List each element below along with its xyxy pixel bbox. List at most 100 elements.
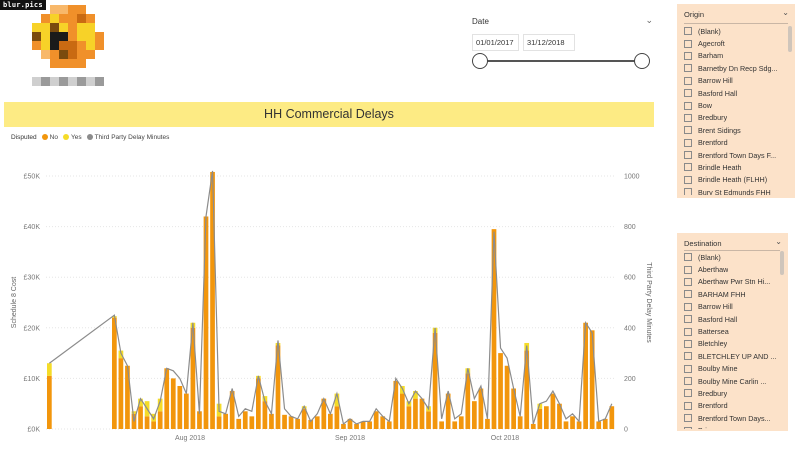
bar-yes[interactable] (157, 398, 163, 412)
bar-no[interactable] (557, 403, 562, 429)
origin-item[interactable]: Brindle Heath (684, 161, 784, 173)
origin-item[interactable]: Basford Hall (684, 87, 784, 99)
destination-item[interactable]: Boulby Mine Carlin ... (684, 375, 779, 387)
checkbox[interactable] (684, 253, 692, 262)
bar-yes[interactable] (413, 391, 418, 399)
checkbox[interactable] (684, 302, 692, 311)
bar-no[interactable] (282, 414, 287, 429)
origin-item[interactable]: Brent Sidings (684, 124, 784, 136)
bar-no[interactable] (210, 171, 215, 429)
bar-no[interactable] (589, 330, 595, 429)
destination-item[interactable]: Bletchley (684, 338, 779, 350)
origin-item[interactable]: Barnetby Dn Recp Sdg... (684, 62, 784, 74)
bar-no[interactable] (347, 418, 353, 429)
chevron-down-icon[interactable]: ⌄ (782, 8, 789, 17)
combo-chart[interactable]: £0K £10K £20K £30K £40K £50K 0 200 400 600 800 1000… (0, 150, 665, 450)
checkbox[interactable] (684, 188, 692, 195)
checkbox[interactable] (684, 426, 692, 429)
bar-no[interactable] (563, 421, 569, 429)
bar-no[interactable] (184, 393, 189, 429)
checkbox[interactable] (684, 364, 692, 373)
bar-no[interactable] (249, 416, 255, 429)
bar-no[interactable] (544, 406, 549, 429)
bar-no[interactable] (242, 411, 248, 429)
legend-item-yes[interactable]: Yes (62, 134, 82, 141)
destination-item[interactable]: (Blank) (684, 251, 779, 263)
bar-no[interactable] (576, 421, 582, 429)
bar-no[interactable] (570, 416, 575, 429)
bar-no[interactable] (491, 229, 497, 429)
destination-item[interactable]: Brentford Town Days... (684, 412, 779, 424)
bar-no[interactable] (229, 391, 235, 429)
bar-no[interactable] (112, 317, 117, 429)
bar-no[interactable] (328, 413, 333, 429)
checkbox[interactable] (684, 64, 692, 73)
origin-item[interactable]: Barrow Hill (684, 75, 784, 87)
checkbox[interactable] (684, 389, 692, 398)
bar-no[interactable] (602, 418, 608, 429)
checkbox[interactable] (684, 89, 692, 98)
bar-no[interactable] (262, 401, 268, 429)
checkbox[interactable] (684, 39, 692, 48)
destination-item[interactable]: BLETCHLEY UP AND ... (684, 350, 779, 362)
bar-no[interactable] (151, 421, 156, 429)
bar-no[interactable] (609, 406, 615, 429)
destination-scrollbar[interactable] (780, 251, 784, 275)
bar-no[interactable] (301, 408, 307, 429)
bar-no[interactable] (458, 416, 464, 429)
destination-item[interactable]: Brentford (684, 400, 779, 412)
bar-no[interactable] (511, 388, 516, 429)
chevron-down-icon[interactable]: ⌄ (645, 15, 653, 25)
bar-no[interactable] (197, 411, 202, 429)
bar-no[interactable] (47, 375, 52, 429)
checkbox[interactable] (684, 339, 692, 348)
checkbox[interactable] (684, 126, 692, 135)
destination-item[interactable]: BARHAM FHH (684, 288, 779, 300)
checkbox[interactable] (684, 327, 692, 336)
destination-item[interactable]: Aberthaw Pwr Stn Hi... (684, 276, 779, 288)
bar-no[interactable] (426, 411, 431, 429)
bar-no[interactable] (256, 378, 261, 429)
bar-no[interactable] (125, 365, 130, 429)
bar-no[interactable] (537, 408, 543, 429)
origin-item[interactable]: Brindle Heath (FLHH) (684, 174, 784, 186)
bar-no[interactable] (386, 421, 392, 429)
bar-no[interactable] (354, 423, 359, 429)
bar-no[interactable] (236, 418, 242, 429)
bar-no[interactable] (295, 418, 300, 429)
origin-item[interactable]: Bredbury (684, 112, 784, 124)
origin-item[interactable]: Bury St Edmunds FHH (684, 186, 784, 195)
bar-no[interactable] (498, 353, 503, 429)
bar-no[interactable] (190, 327, 196, 429)
checkbox[interactable] (684, 414, 692, 423)
bar-no[interactable] (393, 380, 399, 429)
bar-no[interactable] (170, 378, 176, 429)
checkbox[interactable] (684, 401, 692, 410)
checkbox[interactable] (684, 138, 692, 147)
bar-no[interactable] (432, 332, 438, 429)
legend-item-no[interactable]: No (41, 134, 58, 141)
date-range-start-handle[interactable] (472, 53, 488, 69)
bar-no[interactable] (321, 398, 327, 429)
bar-no[interactable] (406, 406, 412, 429)
bar-yes[interactable] (47, 363, 52, 376)
bar-no[interactable] (380, 416, 386, 429)
origin-item[interactable]: Brentford Town Days F... (684, 149, 784, 161)
bar-no[interactable] (445, 393, 451, 429)
bar-no[interactable] (144, 416, 150, 429)
origin-item[interactable]: Barham (684, 50, 784, 62)
origin-item[interactable]: Brentford (684, 137, 784, 149)
bar-no[interactable] (452, 421, 458, 429)
checkbox[interactable] (684, 101, 692, 110)
bar-no[interactable] (275, 345, 281, 429)
bar-no[interactable] (465, 373, 471, 429)
bar-yes[interactable] (334, 393, 340, 407)
checkbox[interactable] (684, 265, 692, 274)
checkbox[interactable] (684, 352, 692, 361)
bar-no[interactable] (203, 216, 209, 429)
date-range-end-handle[interactable] (634, 53, 650, 69)
checkbox[interactable] (684, 27, 692, 36)
bar-no[interactable] (341, 423, 346, 429)
destination-item[interactable]: Boulby Mine (684, 363, 779, 375)
bar-no[interactable] (360, 421, 366, 429)
